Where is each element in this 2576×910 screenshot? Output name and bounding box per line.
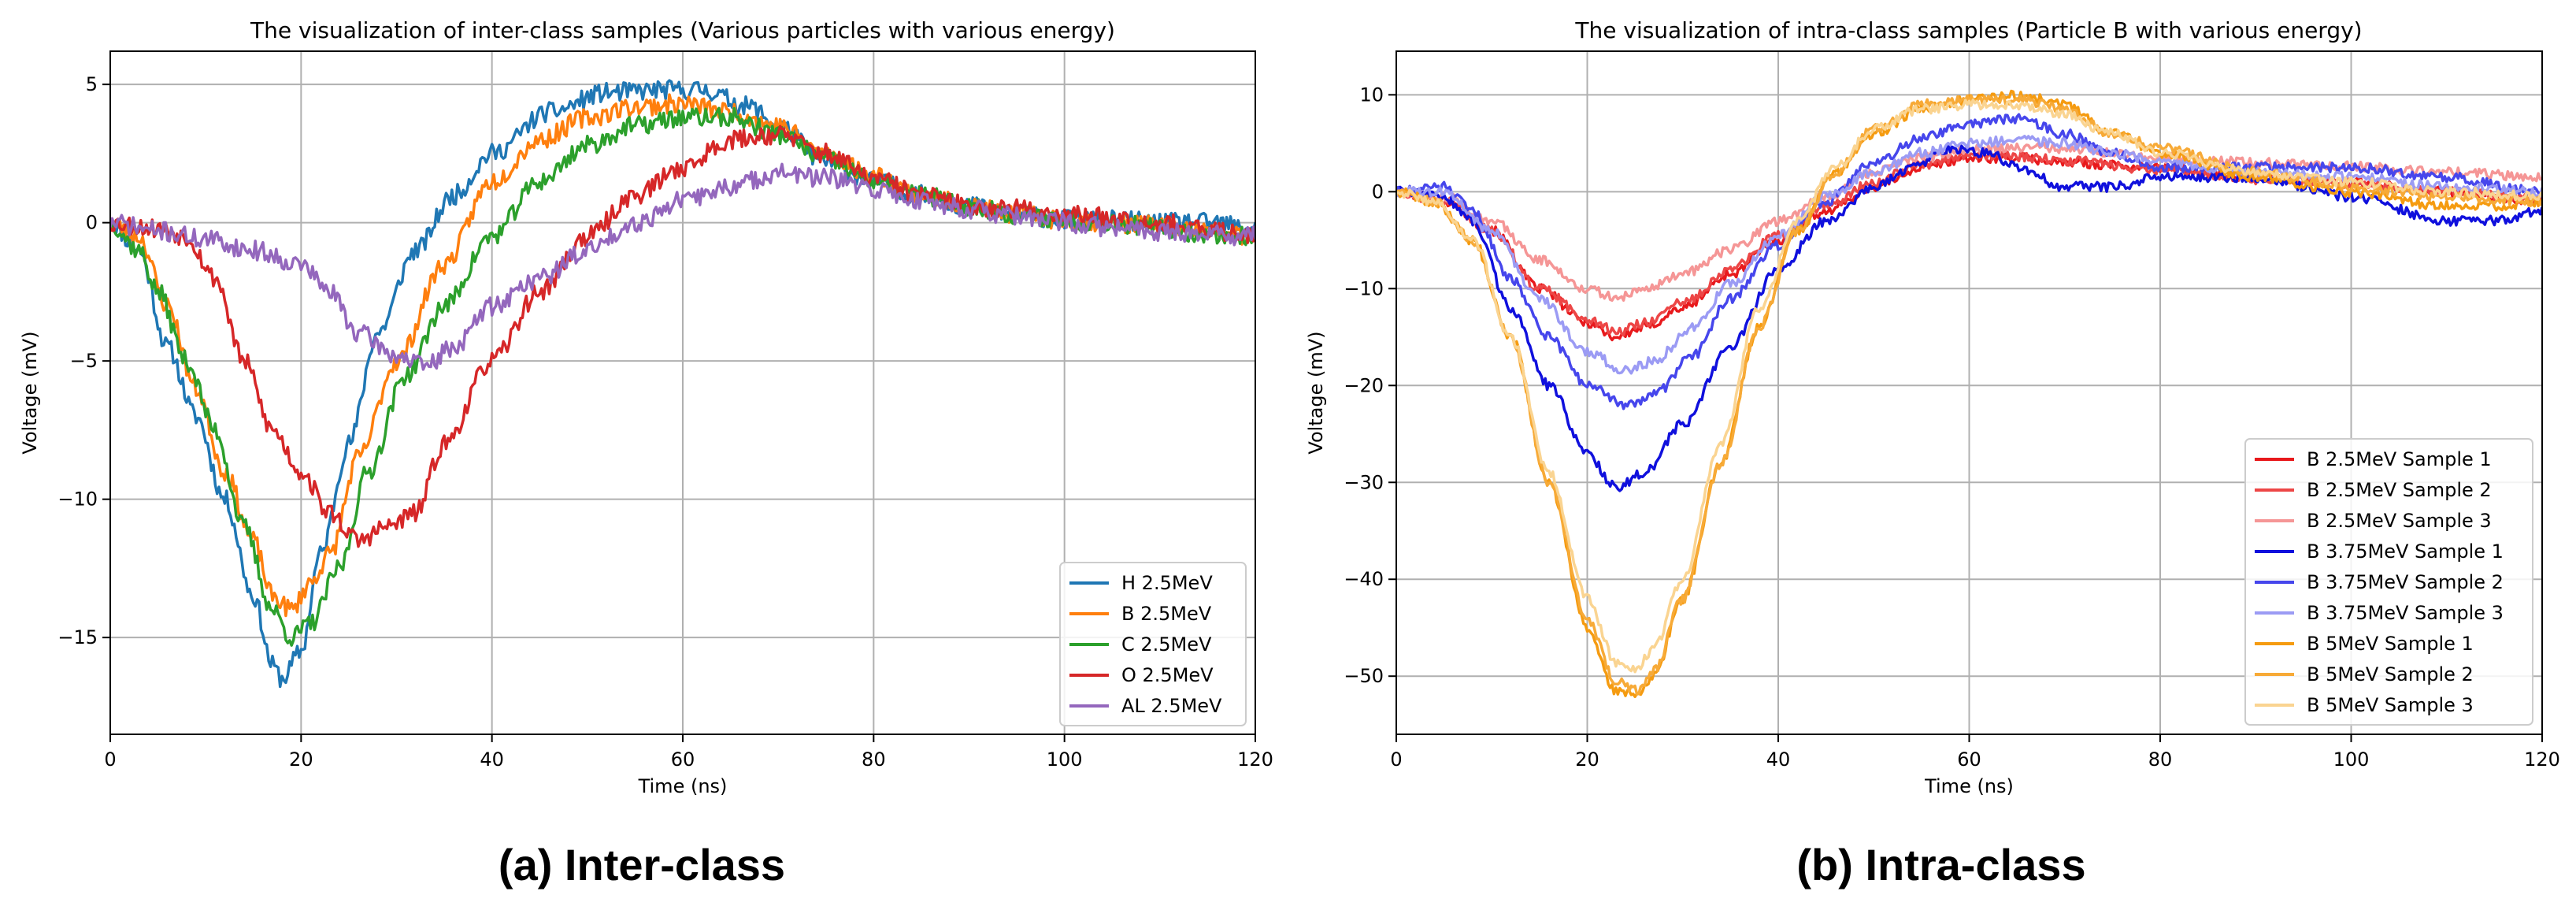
legend: H 2.5MeV B 2.5MeV C 2.5MeV O 2.5MeV AL 2.5Me…: [1059, 562, 1247, 726]
y-tick-label: −10: [1344, 277, 1384, 299]
x-tick-label: 100: [1047, 748, 1083, 771]
series-line-0: [110, 79, 1255, 689]
inter-class-chart: 0 20 40 60 80 100 120 −15 −10 −5 0 5 The visualizati…: [19, 17, 1273, 797]
legend-label: O 2.5MeV: [1121, 664, 1214, 686]
legend-label: B 5MeV Sample 1: [2307, 633, 2474, 655]
y-tick-label: −50: [1344, 665, 1384, 687]
caption-inter-class: (a) Inter-class: [498, 840, 786, 890]
x-tick-label: 120: [2524, 748, 2560, 771]
legend-label: B 2.5MeV: [1121, 603, 1212, 625]
x-tick-label: 0: [104, 748, 116, 771]
legend: B 2.5MeV Sample 1 B 2.5MeV Sample 2 B 2.5M…: [2244, 438, 2533, 726]
legend-label: B 5MeV Sample 3: [2307, 694, 2474, 716]
x-axis-label: Time (ns): [1924, 775, 2014, 797]
legend-box: [1059, 562, 1247, 726]
legend-label: B 2.5MeV Sample 3: [2307, 510, 2492, 532]
legend-label: B 3.75MeV Sample 2: [2307, 571, 2504, 593]
series-line-4: [110, 162, 1255, 371]
caption-intra-class: (b) Intra-class: [1796, 840, 2086, 890]
y-tick-label: −15: [57, 626, 98, 648]
series-line-8: [1396, 98, 2542, 674]
y-tick-label: −40: [1344, 568, 1384, 590]
legend-label: H 2.5MeV: [1121, 572, 1213, 594]
legend-label: B 3.75MeV Sample 1: [2307, 540, 2504, 563]
legend-label: B 2.5MeV Sample 2: [2307, 479, 2492, 501]
legend-box: [2244, 438, 2533, 726]
y-tick-label: −20: [1344, 374, 1384, 396]
chart-title: The visualization of intra-class samples…: [1574, 17, 2362, 43]
x-tick-label: 40: [1766, 748, 1791, 771]
intra-class-chart: 0 20 40 60 80 100 120 −50 −40 −30 −20 −10 0 10 The vis…: [1305, 17, 2560, 797]
x-tick-label: 0: [1390, 748, 1402, 771]
legend-label: B 5MeV Sample 2: [2307, 663, 2474, 685]
y-tick-label: 0: [86, 212, 98, 234]
x-tick-label: 80: [2148, 748, 2173, 771]
y-axis-label: Voltage (mV): [19, 331, 41, 454]
legend-label: AL 2.5MeV: [1121, 695, 1222, 717]
series-group: [1396, 89, 2542, 699]
x-tick-label: 100: [2333, 748, 2370, 771]
x-tick-label: 120: [1237, 748, 1273, 771]
x-tick-label: 40: [480, 748, 504, 771]
series-line-4: [1396, 113, 2542, 410]
x-tick-label: 80: [862, 748, 886, 771]
series-line-1: [1396, 149, 2542, 336]
y-tick-label: 0: [1372, 180, 1384, 202]
series-line-5: [1396, 135, 2542, 375]
series-group: [110, 79, 1255, 689]
legend-label: B 3.75MeV Sample 3: [2307, 602, 2504, 624]
legend-label: C 2.5MeV: [1121, 633, 1212, 656]
x-tick-label: 20: [289, 748, 313, 771]
y-axis-label: Voltage (mV): [1305, 331, 1327, 454]
y-tick-label: −10: [57, 488, 98, 511]
x-tick-label: 20: [1575, 748, 1599, 771]
series-line-3: [110, 124, 1255, 548]
x-axis-label: Time (ns): [638, 775, 728, 797]
y-tick-label: 10: [1359, 84, 1384, 106]
x-tick-label: 60: [1957, 748, 1981, 771]
y-tick-label: −5: [70, 350, 98, 372]
x-tick-label: 60: [671, 748, 695, 771]
chart-title: The visualization of inter-class samples…: [250, 17, 1115, 43]
y-tick-label: 5: [86, 73, 98, 95]
y-tick-label: −30: [1344, 471, 1384, 493]
legend-label: B 2.5MeV Sample 1: [2307, 448, 2492, 470]
